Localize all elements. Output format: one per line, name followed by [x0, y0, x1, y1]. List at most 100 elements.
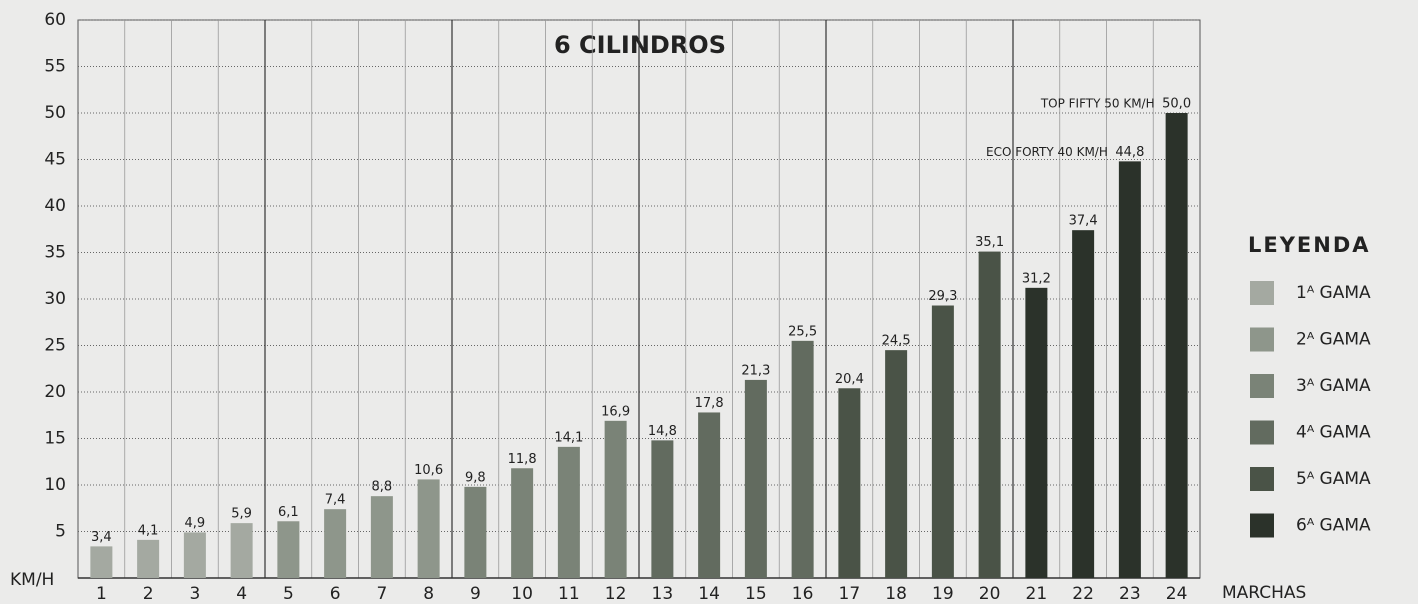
value-label: 35,1 [975, 235, 1004, 250]
value-label: 4,1 [138, 523, 159, 538]
legend-swatch [1250, 281, 1274, 305]
x-tick-label: 8 [423, 584, 434, 604]
bar [744, 379, 767, 578]
bar [417, 479, 440, 578]
bar [464, 486, 487, 578]
bar [978, 251, 1001, 578]
x-tick-label: 14 [698, 584, 720, 604]
bar [511, 468, 534, 578]
value-label: 8,8 [372, 480, 393, 495]
x-tick-label: 11 [558, 584, 580, 604]
value-label: 21,3 [741, 363, 770, 378]
value-label: 24,5 [882, 334, 911, 349]
value-label: 29,3 [928, 289, 957, 304]
y-tick-label: 40 [44, 196, 66, 216]
bar [183, 532, 206, 578]
value-label: 5,9 [231, 507, 252, 522]
y-tick-label: 15 [44, 429, 66, 449]
legend-label: 1ᴬ GAMA [1296, 283, 1371, 303]
legend-label: 4ᴬ GAMA [1296, 423, 1371, 443]
bar [885, 350, 908, 578]
value-label: 16,9 [601, 404, 630, 419]
value-label: 11,8 [508, 452, 537, 467]
x-tick-label: 21 [1026, 584, 1048, 604]
x-tick-label: 3 [189, 584, 200, 604]
value-label: 10,6 [414, 463, 443, 478]
y-tick-label: 50 [44, 103, 66, 123]
bar [651, 440, 674, 578]
bar [931, 305, 954, 578]
legend-swatch [1250, 327, 1274, 352]
x-tick-label: 16 [792, 584, 814, 604]
legend-title: LEYENDA [1248, 233, 1371, 257]
chart-title: 6 CILINDROS [554, 31, 726, 59]
y-axis-label: KM/H [10, 570, 54, 590]
y-tick-label: 55 [44, 57, 66, 77]
x-tick-label: 4 [236, 584, 247, 604]
bar [90, 546, 113, 578]
bar [1025, 287, 1048, 578]
x-tick-label: 10 [511, 584, 533, 604]
x-tick-label: 18 [885, 584, 907, 604]
x-axis-label: MARCHAS [1222, 583, 1306, 603]
y-tick-label: 10 [44, 475, 66, 495]
y-tick-label: 25 [44, 336, 66, 356]
value-label: 25,5 [788, 324, 817, 339]
bar [370, 496, 393, 578]
annotation: TOP FIFTY 50 KM/H [1040, 97, 1155, 111]
value-label: 14,8 [648, 424, 677, 439]
bar [277, 521, 300, 578]
legend-swatch [1250, 467, 1274, 491]
legend-label: 3ᴬ GAMA [1296, 376, 1371, 396]
bar [1118, 161, 1141, 579]
x-tick-label: 7 [376, 584, 387, 604]
x-tick-label: 22 [1072, 584, 1094, 604]
value-label: 4,9 [185, 516, 206, 531]
x-tick-label: 19 [932, 584, 954, 604]
value-label: 50,0 [1162, 97, 1191, 112]
value-label: 17,8 [695, 396, 724, 411]
x-tick-label: 23 [1119, 584, 1141, 604]
y-tick-label: 35 [44, 243, 66, 263]
x-tick-label: 5 [283, 584, 294, 604]
bar [604, 420, 627, 578]
legend-label: 2ᴬ GAMA [1296, 330, 1371, 350]
x-tick-label: 1 [96, 584, 107, 604]
bar [230, 523, 253, 578]
y-tick-label: 60 [44, 10, 66, 30]
y-tick-label: 20 [44, 382, 66, 402]
x-tick-label: 13 [652, 584, 674, 604]
value-label: 9,8 [465, 470, 486, 485]
annotation: ECO FORTY 40 KM/H [986, 145, 1108, 159]
bar [698, 412, 721, 578]
value-label: 44,8 [1115, 145, 1144, 160]
x-tick-label: 6 [330, 584, 341, 604]
x-tick-label: 12 [605, 584, 627, 604]
legend-swatch [1250, 513, 1274, 538]
value-label: 31,2 [1022, 271, 1051, 286]
bar [838, 388, 861, 578]
bar [791, 340, 814, 578]
y-tick-label: 30 [44, 289, 66, 309]
x-tick-label: 9 [470, 584, 481, 604]
x-tick-label: 20 [979, 584, 1001, 604]
legend-swatch [1250, 374, 1274, 398]
bar [557, 446, 580, 578]
bar [1072, 230, 1095, 578]
bar [137, 539, 160, 578]
value-label: 7,4 [325, 493, 346, 508]
value-label: 14,1 [554, 430, 583, 445]
y-tick-label: 45 [44, 150, 66, 170]
bar [324, 509, 347, 578]
value-label: 3,4 [91, 530, 112, 545]
value-label: 37,4 [1069, 214, 1098, 229]
x-tick-label: 24 [1166, 584, 1188, 604]
legend-label: 5ᴬ GAMA [1296, 469, 1371, 489]
value-label: 6,1 [278, 505, 299, 520]
x-tick-label: 15 [745, 584, 767, 604]
legend-label: 6ᴬ GAMA [1296, 516, 1371, 536]
x-tick-label: 2 [143, 584, 154, 604]
value-label: 20,4 [835, 372, 864, 387]
y-tick-label: 5 [55, 522, 66, 542]
